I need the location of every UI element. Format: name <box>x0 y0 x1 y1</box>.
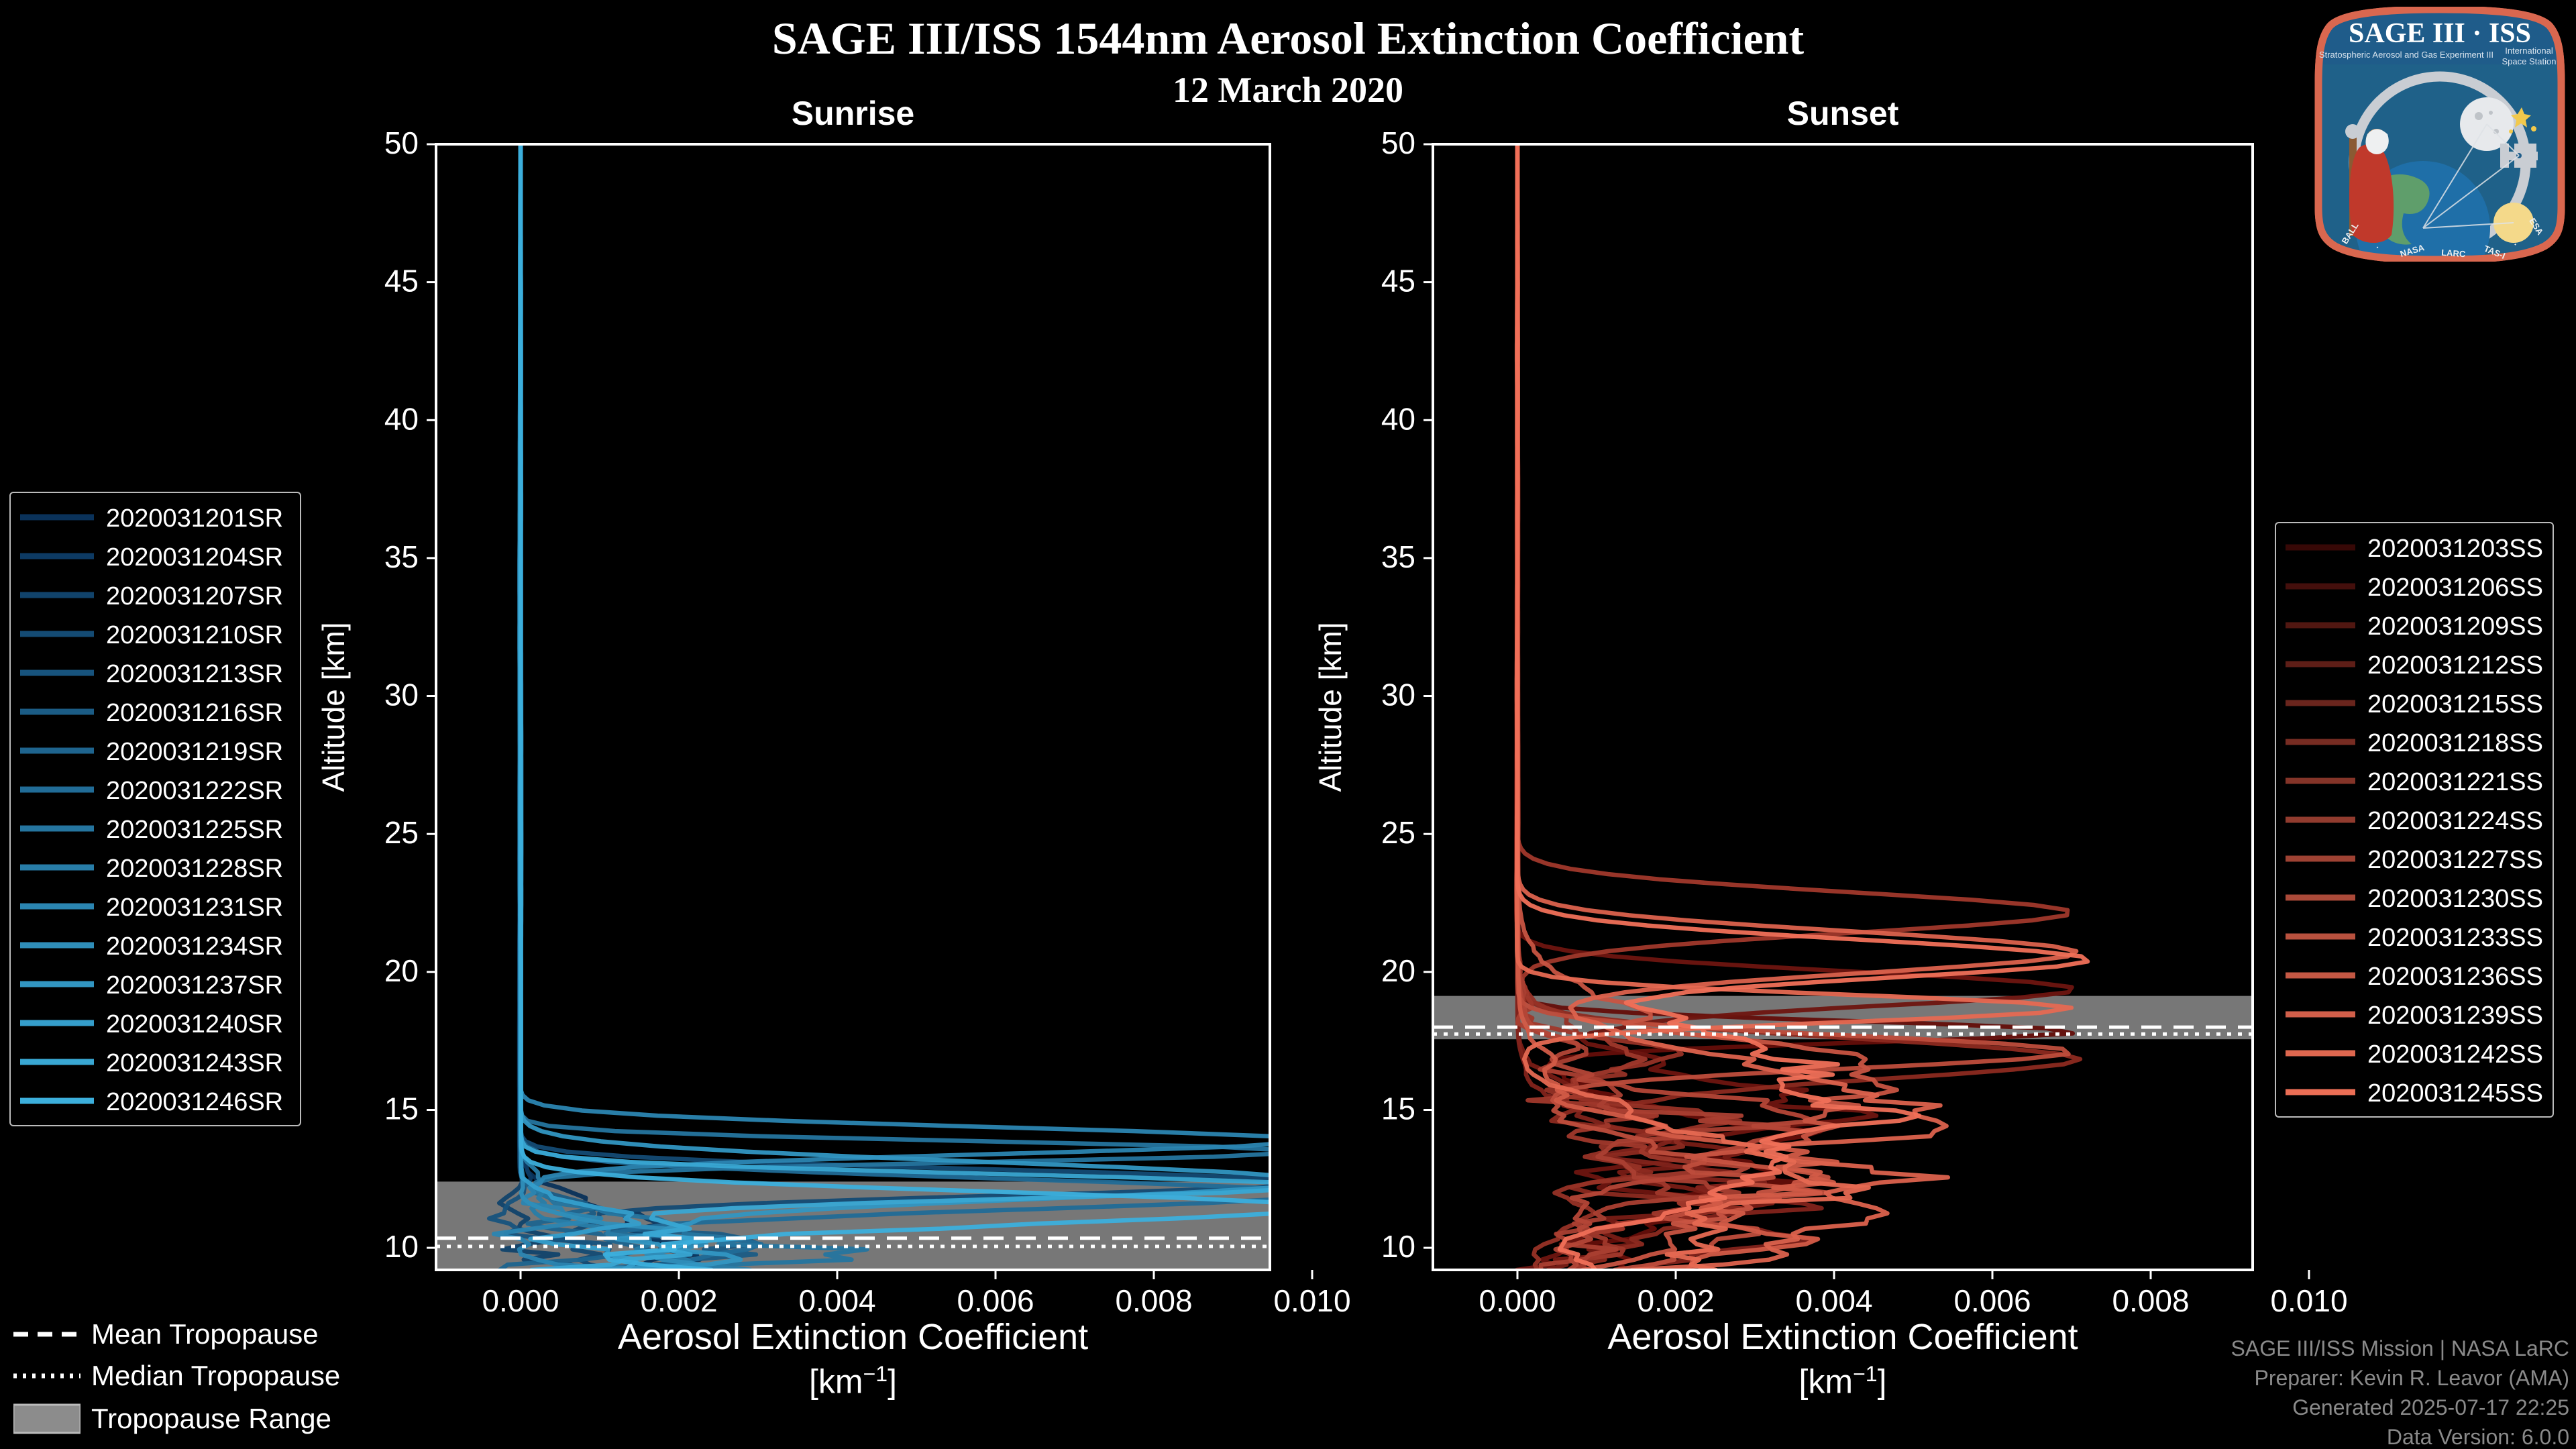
svg-text:0.006: 0.006 <box>957 1283 1034 1318</box>
svg-text:35: 35 <box>1381 539 1415 574</box>
svg-text:Stratospheric Aerosol and Gas: Stratospheric Aerosol and Gas Experiment… <box>2319 50 2493 60</box>
svg-text:0.010: 0.010 <box>1273 1283 1350 1318</box>
svg-text:0.000: 0.000 <box>482 1283 559 1318</box>
svg-text:30: 30 <box>384 678 419 712</box>
svg-text:15: 15 <box>1381 1091 1415 1126</box>
svg-text:0.004: 0.004 <box>798 1283 875 1318</box>
svg-text:0.002: 0.002 <box>1637 1283 1714 1318</box>
svg-text:45: 45 <box>384 264 419 299</box>
svg-text:0.004: 0.004 <box>1795 1283 1872 1318</box>
svg-text:50: 50 <box>1381 125 1415 160</box>
svg-text:25: 25 <box>384 815 419 850</box>
svg-text:35: 35 <box>384 539 419 574</box>
svg-text:20: 20 <box>1381 953 1415 988</box>
svg-text:SAGE III · ISS: SAGE III · ISS <box>2349 18 2531 49</box>
svg-text:0.010: 0.010 <box>2270 1283 2347 1318</box>
svg-text:20: 20 <box>384 953 419 988</box>
svg-text:10: 10 <box>384 1229 419 1264</box>
svg-text:0.000: 0.000 <box>1479 1283 1556 1318</box>
svg-text:10: 10 <box>1381 1229 1415 1264</box>
svg-text:Space Station: Space Station <box>2502 56 2557 66</box>
svg-text:15: 15 <box>384 1091 419 1126</box>
svg-text:45: 45 <box>1381 264 1415 299</box>
svg-text:0.008: 0.008 <box>1115 1283 1192 1318</box>
svg-text:50: 50 <box>384 125 419 160</box>
svg-text:International: International <box>2505 46 2553 56</box>
svg-text:40: 40 <box>1381 401 1415 436</box>
svg-text:0.006: 0.006 <box>1953 1283 2031 1318</box>
svg-text:LARC: LARC <box>2441 248 2467 260</box>
svg-text:25: 25 <box>1381 815 1415 850</box>
svg-text:40: 40 <box>384 401 419 436</box>
svg-text:0.008: 0.008 <box>2112 1283 2189 1318</box>
svg-text:30: 30 <box>1381 678 1415 712</box>
svg-text:0.002: 0.002 <box>640 1283 717 1318</box>
